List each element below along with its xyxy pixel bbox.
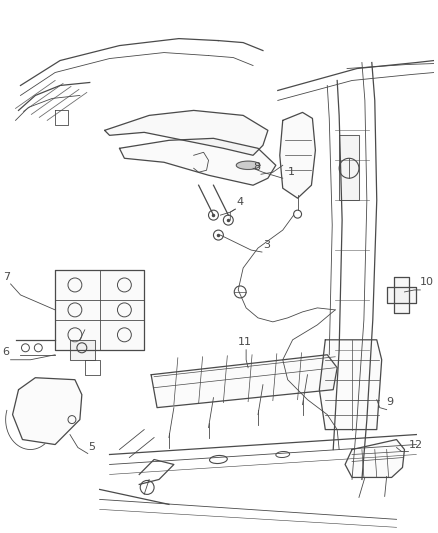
Text: 6: 6 <box>3 347 10 357</box>
Text: 5: 5 <box>88 441 95 451</box>
Text: 3: 3 <box>263 240 270 250</box>
Text: 10: 10 <box>420 277 434 287</box>
Polygon shape <box>319 340 381 430</box>
Polygon shape <box>339 135 359 200</box>
Text: 7: 7 <box>3 272 10 282</box>
Polygon shape <box>120 139 276 185</box>
Text: 1: 1 <box>288 167 295 177</box>
Polygon shape <box>105 110 268 155</box>
Polygon shape <box>70 340 95 360</box>
Polygon shape <box>387 287 417 303</box>
Text: 12: 12 <box>408 440 423 449</box>
Text: 11: 11 <box>238 337 252 347</box>
Text: 9: 9 <box>387 397 394 407</box>
Polygon shape <box>55 270 144 350</box>
Polygon shape <box>151 355 337 408</box>
Polygon shape <box>13 378 82 445</box>
Polygon shape <box>280 112 315 198</box>
Text: 4: 4 <box>236 197 244 207</box>
Polygon shape <box>394 277 410 313</box>
Polygon shape <box>345 440 404 478</box>
Text: 8: 8 <box>253 162 260 172</box>
Polygon shape <box>236 161 260 169</box>
